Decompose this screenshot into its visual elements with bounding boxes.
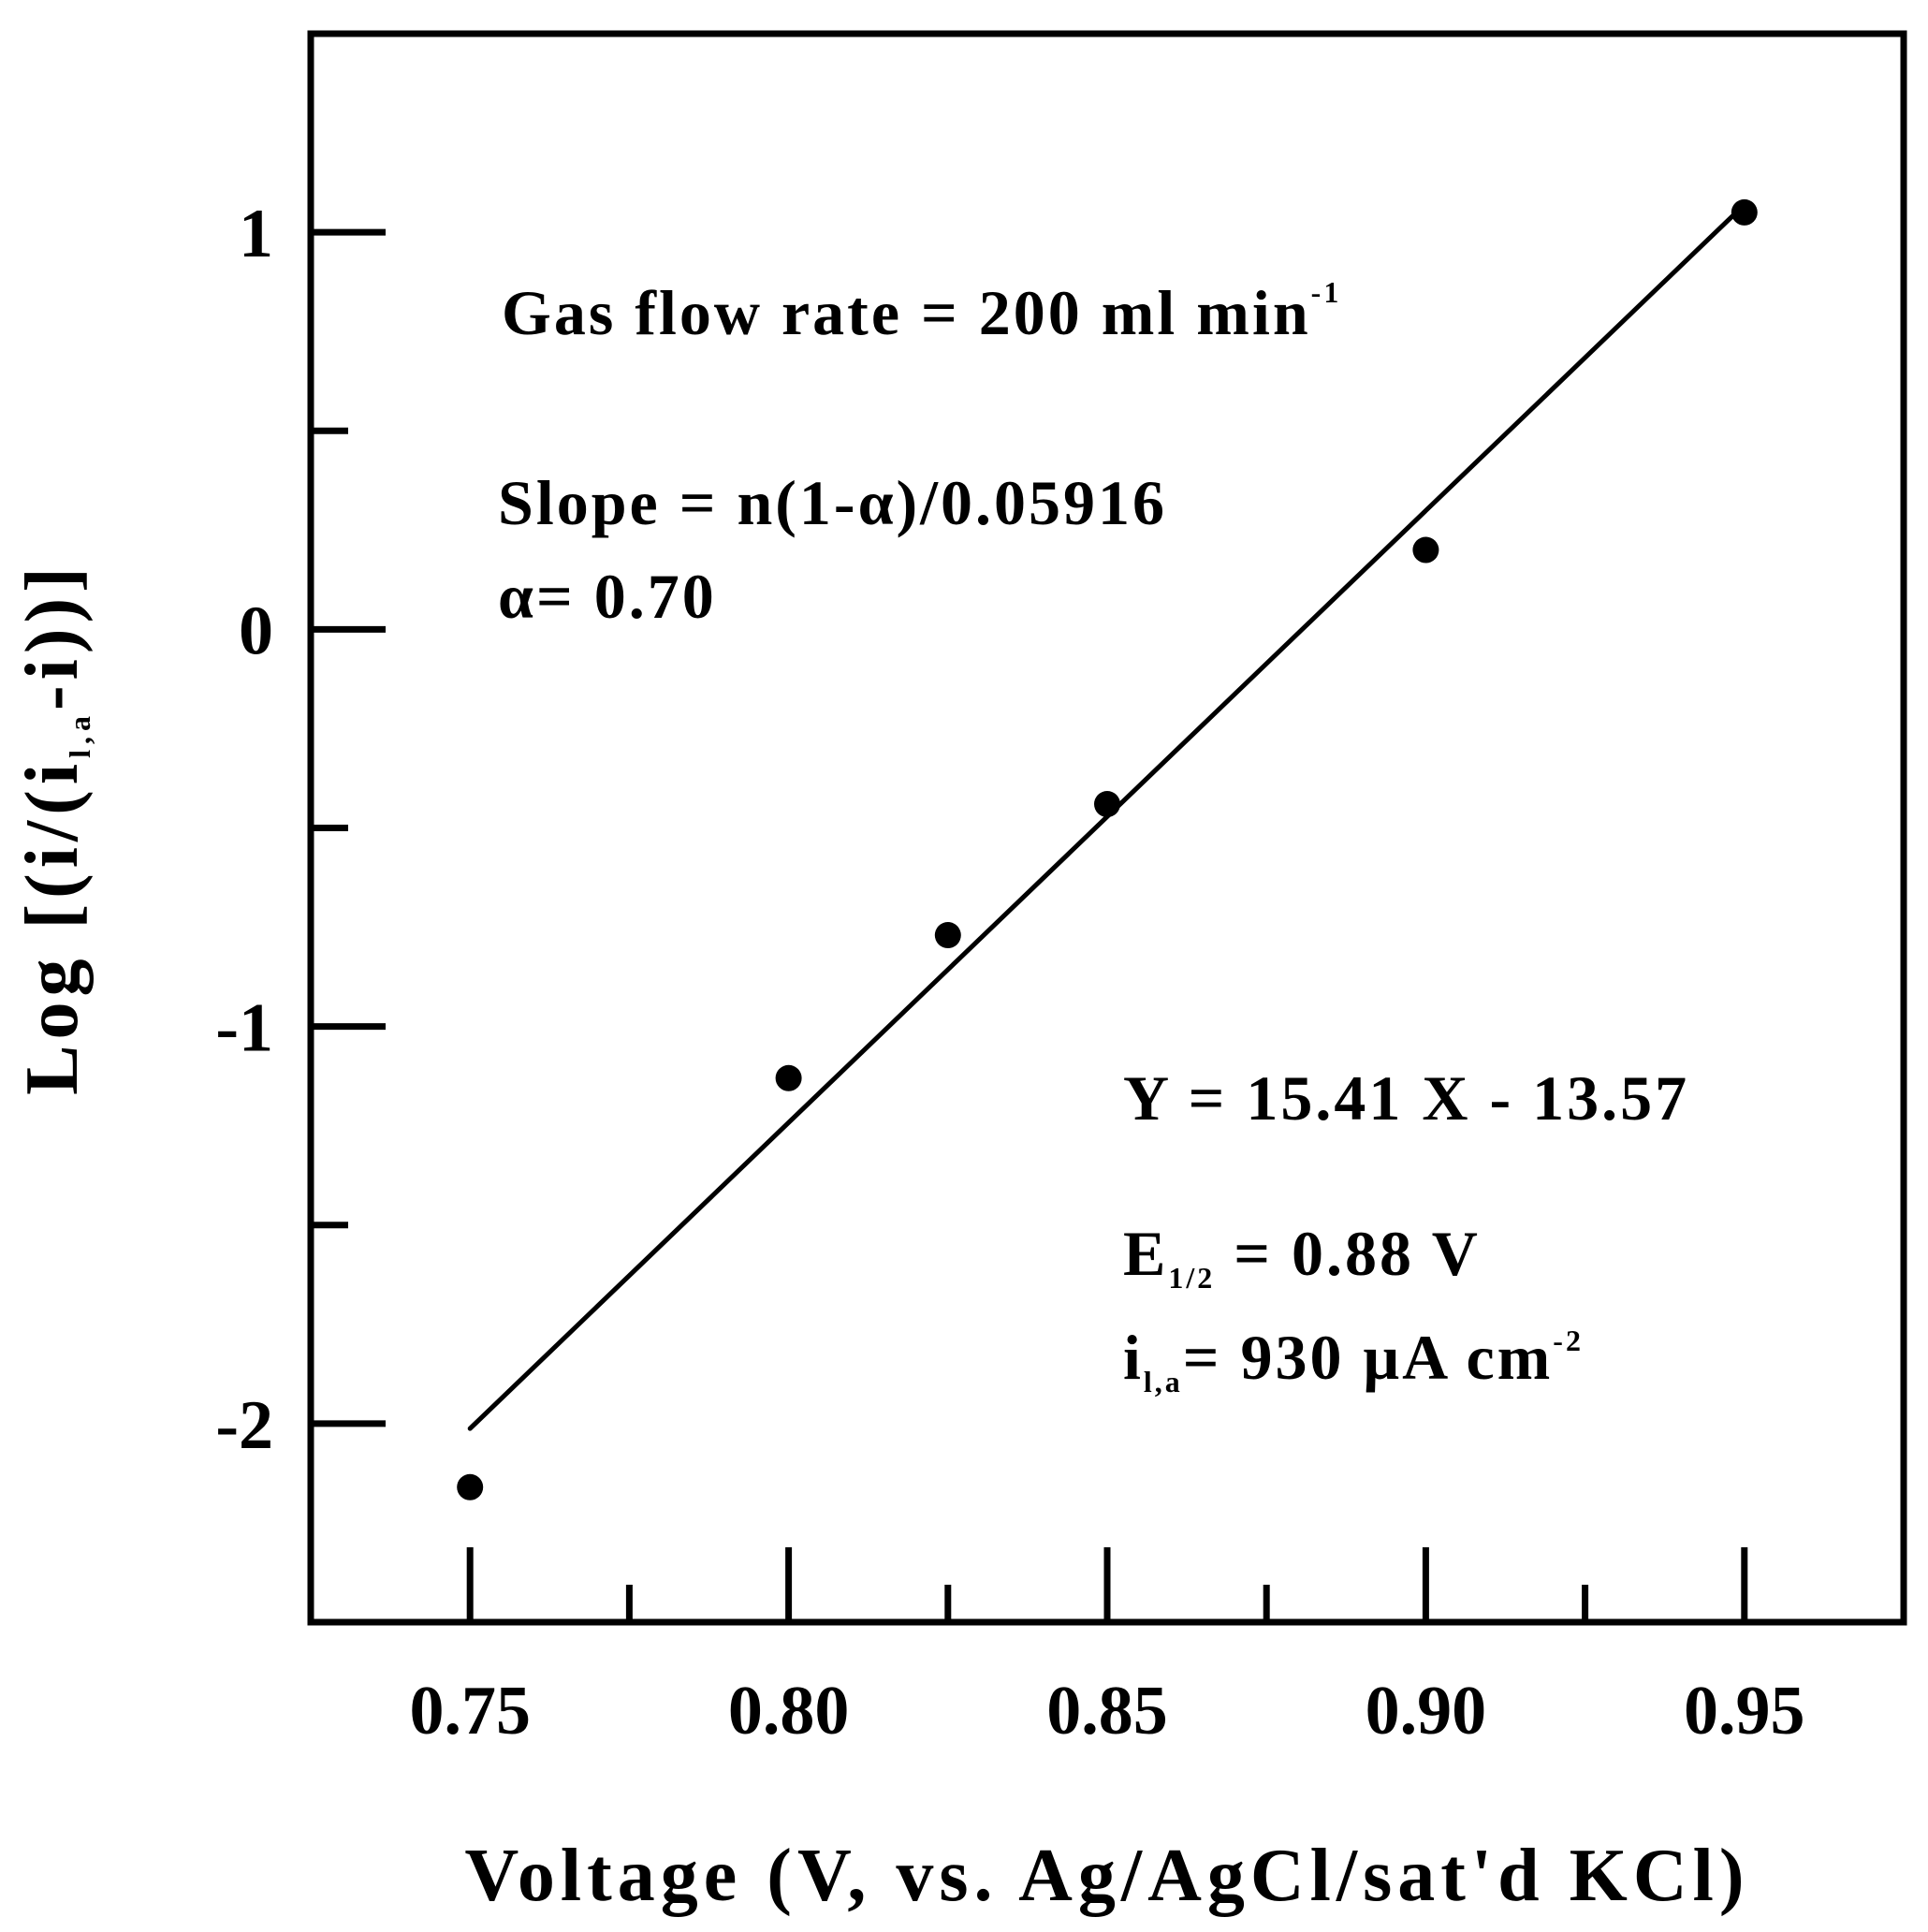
- y-axis-title: Log [(i/(il,a-i))]: [11, 562, 96, 1095]
- x-tick-label: 0.95: [1684, 1673, 1805, 1749]
- y-axis-ticks: 1 0 -1 -2: [215, 196, 386, 1464]
- data-point: [1412, 536, 1439, 564]
- y-tick-label: 1: [239, 196, 273, 272]
- data-point: [934, 922, 961, 949]
- annotation-e-half: E1/2 = 0.88 V: [1123, 1218, 1481, 1295]
- annotation-fit-equation: Y = 15.41 X - 13.57: [1123, 1062, 1689, 1134]
- y-tick-label: 0: [239, 593, 273, 669]
- x-tick-label: 0.90: [1366, 1673, 1487, 1749]
- data-point: [1731, 198, 1758, 226]
- annotation-alpha: α= 0.70: [498, 561, 717, 632]
- y-tick-label: -1: [215, 990, 273, 1067]
- x-tick-label: 0.85: [1046, 1673, 1168, 1749]
- data-point: [1094, 791, 1120, 818]
- annotation-slope-equation: Slope = n(1-α)/0.05916: [498, 467, 1167, 538]
- x-axis-ticks: 0.75 0.80 0.85 0.90 0.95: [409, 1547, 1805, 1749]
- y-tick-label: -2: [215, 1387, 273, 1464]
- x-tick-label: 0.80: [728, 1673, 850, 1749]
- data-point: [775, 1064, 802, 1091]
- annotation-limiting-current: il,a= 930 μA cm-2: [1123, 1322, 1584, 1398]
- x-tick-label: 0.75: [409, 1673, 531, 1749]
- data-points: [457, 198, 1758, 1500]
- x-axis-title: Voltage (V, vs. Ag/AgCl/sat'd KCl): [465, 1835, 1750, 1917]
- plot-frame: [307, 30, 1907, 1626]
- data-point: [457, 1473, 484, 1500]
- annotation-gas-flow: Gas flow rate = 200 ml min-1: [502, 275, 1341, 348]
